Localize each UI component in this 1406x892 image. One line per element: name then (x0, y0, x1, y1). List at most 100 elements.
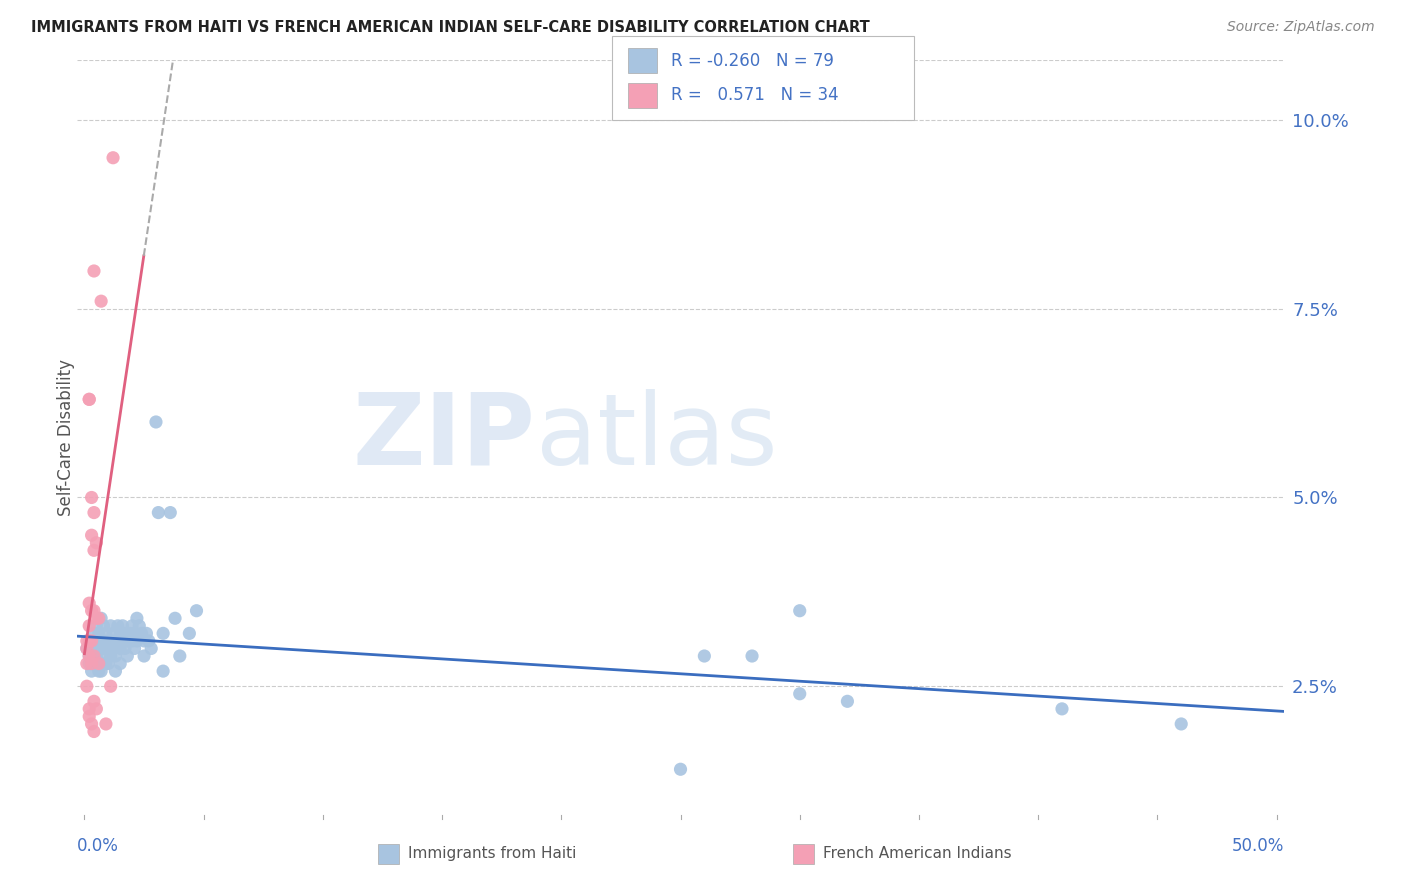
Point (169, 648, 191, 663)
Point (77, 648, 100, 663)
Point (100, 648, 122, 663)
Point (101, 641, 124, 656)
Point (83, 641, 105, 656)
Point (128, 619, 150, 633)
Point (125, 634, 148, 648)
Y-axis label: Self-Care Disability: Self-Care Disability (58, 359, 75, 516)
Point (76, 641, 98, 656)
Point (152, 664, 174, 678)
Point (145, 415, 167, 429)
Point (104, 634, 127, 648)
Point (114, 626, 136, 640)
Point (121, 619, 143, 633)
Point (108, 626, 131, 640)
Point (117, 634, 139, 648)
Point (101, 151, 124, 165)
Point (94, 717, 117, 731)
Point (141, 641, 163, 656)
Point (90, 664, 112, 678)
Point (77, 709, 100, 723)
Point (90, 657, 112, 671)
Point (97, 634, 120, 648)
Point (77, 392, 100, 407)
Point (83, 506, 105, 520)
Point (111, 619, 134, 633)
Point (83, 648, 105, 663)
Point (86, 702, 108, 716)
Point (80, 664, 103, 678)
Point (86, 641, 108, 656)
Point (131, 626, 153, 640)
Point (108, 657, 131, 671)
Point (135, 626, 157, 640)
Point (77, 392, 100, 407)
Point (669, 762, 692, 776)
Point (80, 604, 103, 618)
Point (77, 657, 100, 671)
Point (83, 264, 105, 278)
Point (100, 679, 122, 693)
Point (97, 657, 120, 671)
Text: R = -0.260   N = 79: R = -0.260 N = 79 (671, 52, 834, 70)
Point (124, 641, 146, 656)
Text: IMMIGRANTS FROM HAITI VS FRENCH AMERICAN INDIAN SELF-CARE DISABILITY CORRELATION: IMMIGRANTS FROM HAITI VS FRENCH AMERICAN… (31, 20, 870, 35)
Point (179, 626, 201, 640)
Point (138, 634, 160, 648)
Point (87, 657, 110, 671)
Point (124, 626, 146, 640)
Point (83, 543, 105, 558)
Point (90, 634, 112, 648)
Point (121, 634, 143, 648)
Point (83, 626, 105, 640)
Point (97, 641, 120, 656)
Point (77, 596, 100, 610)
Point (76, 679, 98, 693)
Point (117, 648, 139, 663)
Point (132, 648, 155, 663)
Point (80, 641, 103, 656)
Point (1050, 702, 1073, 716)
Point (789, 604, 811, 618)
Point (87, 657, 110, 671)
Point (118, 626, 141, 640)
Text: 50.0%: 50.0% (1232, 837, 1284, 855)
Point (94, 657, 117, 671)
Point (90, 641, 112, 656)
Text: atlas: atlas (536, 389, 778, 485)
Point (87, 664, 110, 678)
Point (93, 641, 115, 656)
Point (77, 702, 100, 716)
Text: French American Indians: French American Indians (823, 847, 1011, 862)
Point (789, 687, 811, 701)
Point (111, 634, 134, 648)
Point (87, 611, 110, 625)
Point (87, 626, 110, 640)
Text: Immigrants from Haiti: Immigrants from Haiti (408, 847, 576, 862)
Point (80, 657, 103, 671)
Point (107, 619, 129, 633)
Point (83, 694, 105, 708)
Point (93, 634, 115, 648)
Point (86, 619, 108, 633)
Point (90, 294, 112, 309)
Point (86, 657, 108, 671)
Point (77, 648, 100, 663)
Point (86, 648, 108, 663)
Point (80, 717, 103, 731)
Point (86, 535, 108, 549)
Point (80, 528, 103, 542)
Point (87, 641, 110, 656)
Point (163, 611, 186, 625)
Point (80, 657, 103, 671)
Point (114, 641, 136, 656)
Point (741, 648, 763, 663)
Point (76, 657, 98, 671)
Point (104, 664, 127, 678)
Point (83, 724, 105, 739)
Point (90, 611, 112, 625)
Point (77, 619, 100, 633)
Point (93, 648, 115, 663)
Point (83, 604, 105, 618)
Point (80, 634, 103, 648)
Point (94, 641, 117, 656)
